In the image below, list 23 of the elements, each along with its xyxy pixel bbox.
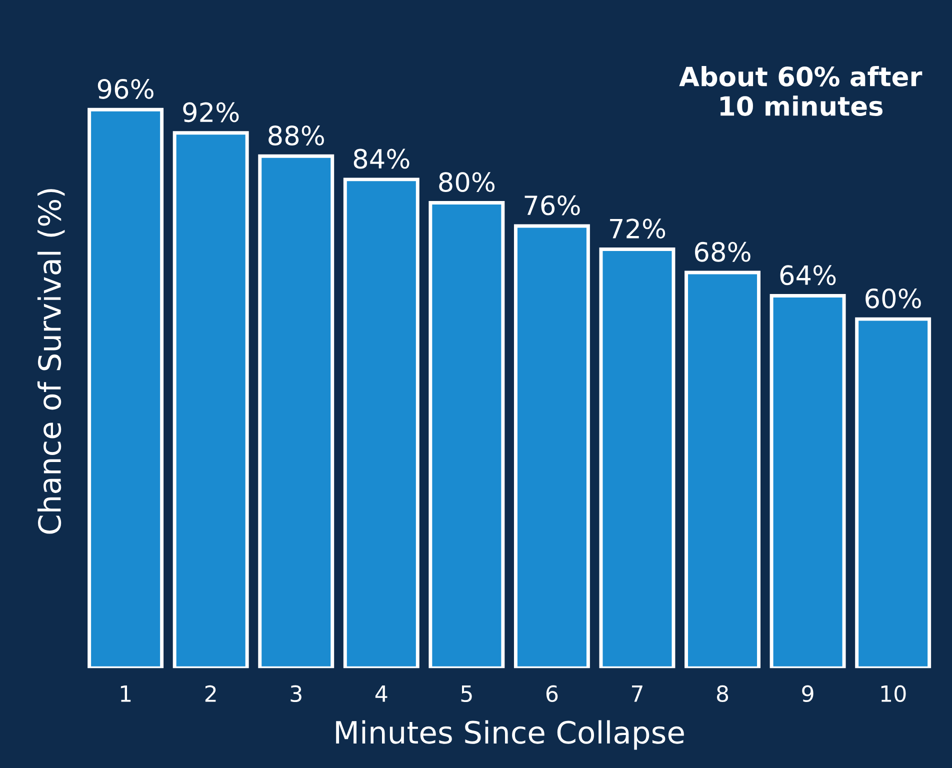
- data-label: 88%: [268, 126, 324, 146]
- data-label: 68%: [695, 242, 750, 262]
- data-label: 60%: [866, 288, 921, 308]
- data-label: 76%: [524, 195, 580, 216]
- data-label: 80%: [439, 172, 495, 192]
- x-axis-title: Minutes Since Collapse: [336, 720, 684, 750]
- annotation: About 60% after 10 minutes: [679, 66, 922, 116]
- x-tick-label: 4: [375, 686, 388, 702]
- x-tick-label: 5: [461, 686, 472, 702]
- x-tick-label: 2: [205, 685, 216, 702]
- data-label: 92%: [183, 102, 239, 122]
- x-tick-label: 8: [716, 685, 728, 702]
- data-label: 84%: [354, 148, 410, 169]
- data-label: 72%: [610, 218, 666, 239]
- data-label: 96%: [98, 78, 154, 99]
- x-tick-label: 6: [546, 685, 558, 702]
- x-tick-label: 1: [120, 686, 131, 702]
- x-tick-label: 3: [290, 685, 302, 702]
- data-label: 64%: [780, 265, 836, 286]
- x-tick-label: 7: [632, 686, 642, 702]
- x-tick-label: 10: [881, 685, 906, 702]
- x-tick-label: 9: [802, 685, 814, 702]
- y-axis-title: Chance of Survival (%): [37, 189, 65, 534]
